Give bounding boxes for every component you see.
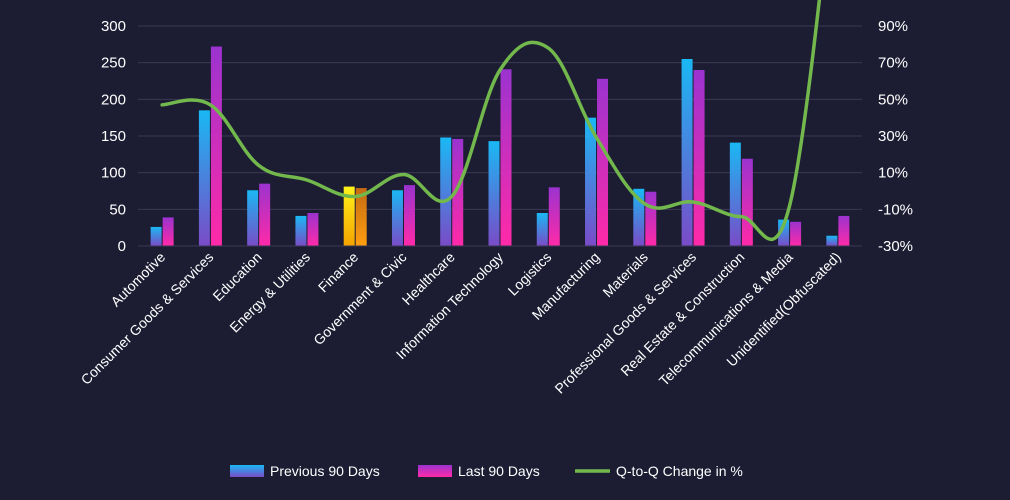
bars bbox=[150, 46, 850, 247]
y-left-tick-label: 250 bbox=[101, 55, 126, 72]
y-left-tick-label: 50 bbox=[109, 201, 126, 218]
x-category-label: Logistics bbox=[505, 249, 555, 299]
q-to-q-change-line bbox=[160, 0, 822, 242]
y-right-tick-label: -10% bbox=[878, 201, 913, 218]
legend-label-last: Last 90 Days bbox=[458, 463, 540, 479]
bar-last bbox=[741, 158, 753, 246]
bar-last bbox=[403, 185, 415, 246]
y-left-tick-label: 200 bbox=[101, 91, 126, 108]
bar-last bbox=[210, 46, 222, 247]
bar-last bbox=[597, 78, 609, 246]
bar-previous bbox=[198, 110, 210, 246]
y-right-tick-label: 50% bbox=[878, 91, 908, 108]
legend-item-last: Last 90 Days bbox=[418, 463, 540, 479]
bar-previous bbox=[440, 137, 452, 246]
bar-previous bbox=[536, 213, 548, 246]
legend-item-previous: Previous 90 Days bbox=[230, 463, 380, 479]
x-category-label: Government & Civic bbox=[310, 249, 409, 348]
y-left-tick-label: 300 bbox=[101, 18, 126, 35]
y-axis-right: -30% -10% 10% 30% 50% 70% 90% bbox=[878, 18, 913, 255]
bar-previous bbox=[778, 219, 790, 246]
legend-label-change: Q-to-Q Change in % bbox=[616, 463, 743, 479]
bar-last bbox=[548, 187, 560, 246]
bar-last bbox=[307, 213, 319, 246]
bar-previous bbox=[729, 142, 741, 246]
legend: Previous 90 Days Last 90 Days Q-to-Q Cha… bbox=[230, 463, 743, 479]
gridlines bbox=[138, 25, 862, 210]
legend-label-previous: Previous 90 Days bbox=[270, 463, 380, 479]
y-right-tick-label: 90% bbox=[878, 18, 908, 35]
bar-previous bbox=[295, 215, 307, 246]
bar-previous bbox=[633, 188, 645, 246]
y-right-tick-label: 70% bbox=[878, 55, 908, 72]
x-category-label: Finance bbox=[315, 249, 362, 296]
y-left-tick-label: 0 bbox=[118, 238, 126, 255]
bar-previous bbox=[488, 141, 500, 246]
bar-last bbox=[790, 221, 802, 246]
bar-last bbox=[162, 217, 174, 246]
bar-previous bbox=[247, 190, 259, 246]
bar-last bbox=[838, 215, 850, 246]
legend-swatch-last bbox=[418, 465, 452, 477]
y-left-tick-label: 150 bbox=[101, 128, 126, 145]
y-left-tick-label: 100 bbox=[101, 165, 126, 182]
y-axis-left: 0 50 100 150 200 250 300 bbox=[101, 18, 126, 255]
bar-previous bbox=[150, 226, 162, 246]
bar-last bbox=[500, 69, 512, 247]
bar-previous bbox=[826, 235, 838, 246]
bar-previous bbox=[391, 190, 403, 246]
bar-last bbox=[645, 191, 657, 246]
legend-item-change: Q-to-Q Change in % bbox=[575, 463, 743, 479]
bar-last bbox=[355, 188, 367, 246]
bar-previous bbox=[585, 117, 597, 247]
y-right-tick-label: 10% bbox=[878, 165, 908, 182]
legend-swatch-previous bbox=[230, 465, 264, 477]
y-right-tick-label: -30% bbox=[878, 238, 913, 255]
bar-previous bbox=[681, 59, 693, 246]
y-right-tick-label: 30% bbox=[878, 128, 908, 145]
bar-last bbox=[259, 183, 271, 246]
bar-last bbox=[452, 138, 464, 246]
bar-last bbox=[693, 70, 705, 246]
bar-previous bbox=[343, 186, 355, 246]
